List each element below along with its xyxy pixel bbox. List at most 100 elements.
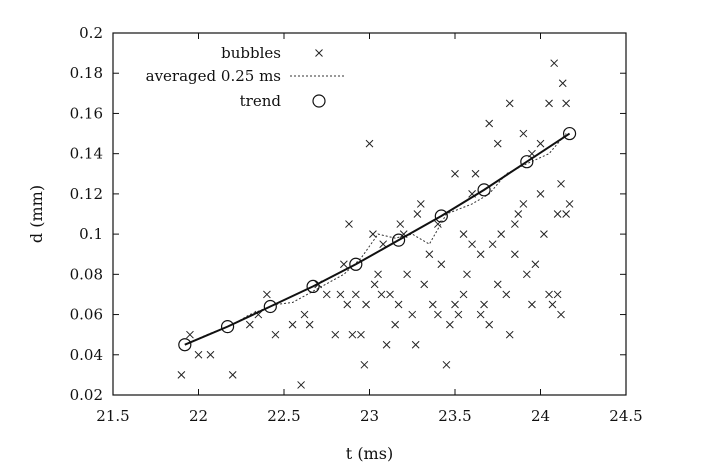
bubble-point <box>497 230 506 238</box>
bubble-point <box>331 330 340 339</box>
bubble-point <box>463 270 471 279</box>
bubble-point <box>522 270 531 279</box>
bubble-point <box>345 220 353 228</box>
bubble-point <box>519 200 528 208</box>
bubble-point <box>536 190 545 198</box>
bubble-point <box>485 119 494 128</box>
bubble-point <box>396 220 405 228</box>
bubble-point <box>382 340 391 349</box>
bubble-point <box>557 179 565 188</box>
bubble-point <box>540 230 548 238</box>
bubble-point <box>206 350 215 359</box>
bubble-point <box>557 310 565 319</box>
x-tick-label: 24 <box>531 407 550 425</box>
bubble-point <box>343 300 352 309</box>
bubble-point <box>502 290 511 299</box>
bubble-point <box>408 310 417 319</box>
averaged-line <box>184 133 567 346</box>
bubble-point <box>565 200 574 208</box>
trend-point <box>391 233 406 247</box>
bubble-point <box>505 330 514 339</box>
bubble-point <box>348 330 357 339</box>
bubble-point <box>558 79 567 88</box>
bubble-point <box>471 169 480 178</box>
bubble-point <box>545 99 553 108</box>
trend-point <box>434 209 448 223</box>
bubble-point <box>336 290 345 299</box>
bubble-point <box>425 250 434 259</box>
bubble-point <box>416 200 425 208</box>
bubble-point <box>451 169 459 178</box>
bubble-point <box>510 220 519 228</box>
bubble-point <box>536 139 545 148</box>
bubble-point <box>177 371 186 379</box>
y-tick-label: 0.06 <box>70 306 103 324</box>
y-tick-label: 0.12 <box>70 185 103 203</box>
legend-label: bubbles <box>221 44 281 62</box>
y-tick-label: 0.2 <box>79 24 103 42</box>
bubble-point <box>550 59 559 68</box>
x-tick-label: 22.5 <box>267 407 300 425</box>
y-tick-label: 0.14 <box>70 145 103 163</box>
bubble-point <box>391 320 400 329</box>
bubble-point <box>428 300 437 309</box>
trend-point <box>520 155 534 169</box>
x-tick-label: 21.5 <box>96 407 129 425</box>
trend-point <box>178 338 192 352</box>
legend-bubble-marker <box>315 49 323 57</box>
bubble-point <box>528 300 536 309</box>
bubble-point <box>451 300 459 309</box>
bubble-point <box>459 290 468 299</box>
trend-point <box>477 183 491 197</box>
bubble-point <box>339 260 348 269</box>
bubble-point <box>357 330 365 339</box>
bubble-point <box>186 330 194 339</box>
bubble-point <box>454 310 463 319</box>
legend: bubbles averaged 0.25 ms trend <box>146 44 344 110</box>
y-tick-label: 0.04 <box>70 346 103 364</box>
bubble-point <box>514 210 523 218</box>
bubble-point <box>365 139 374 148</box>
bubble-point <box>297 381 305 389</box>
bubble-point <box>271 330 280 339</box>
bubble-point <box>305 320 314 329</box>
y-axis-label: d (mm) <box>27 185 46 243</box>
bubble-point <box>446 320 454 329</box>
bubble-point <box>459 230 468 238</box>
bubble-point <box>194 350 203 359</box>
bubble-point <box>562 210 571 218</box>
x-tick-label: 22 <box>189 407 208 425</box>
bubble-point <box>476 250 485 259</box>
bubble-point <box>434 310 442 319</box>
bubble-point <box>545 290 553 299</box>
bubble-point <box>476 310 485 319</box>
y-tick-label: 0.02 <box>70 386 103 404</box>
bubble-point <box>553 290 562 299</box>
bubble-point <box>245 320 254 329</box>
bubble-point <box>485 320 494 329</box>
bubble-point <box>403 270 411 279</box>
bubble-point <box>420 280 429 289</box>
bubble-point <box>322 290 331 299</box>
bubble-point <box>548 300 557 309</box>
x-tick-label: 23.5 <box>438 407 471 425</box>
bubble-point <box>553 210 562 218</box>
y-tick-label: 0.18 <box>70 64 103 82</box>
bubble-point <box>386 290 394 299</box>
bubble-point <box>369 230 377 238</box>
y-tick-label: 0.1 <box>79 225 103 243</box>
bubble-point <box>263 290 271 299</box>
trend-point <box>562 126 577 141</box>
y-tick-label: 0.08 <box>70 265 103 283</box>
y-tick-label: 0.16 <box>70 104 103 122</box>
bubble-point <box>519 129 528 138</box>
bubble-point <box>300 310 309 319</box>
bubble-point <box>493 139 502 148</box>
trend-line <box>184 132 571 346</box>
bubble-point <box>228 371 237 379</box>
bubble-point <box>437 260 446 269</box>
trend-point <box>263 299 277 314</box>
bubble-point <box>413 210 422 218</box>
trend-point <box>220 320 235 334</box>
